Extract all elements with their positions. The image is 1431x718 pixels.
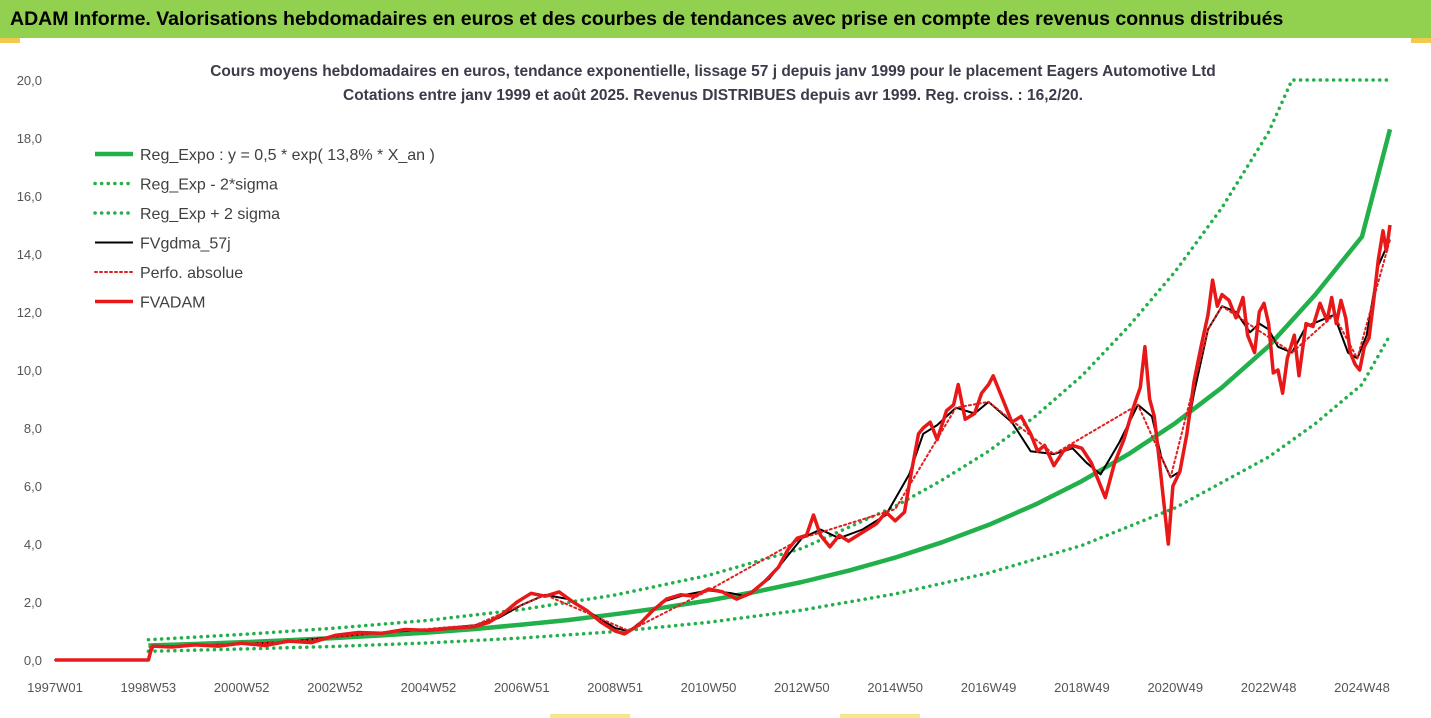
report-banner: ADAM Informe. Valorisations hebdomadaire… [0,0,1431,38]
y-tick-label: 2,0 [24,595,42,610]
legend-reg-exp-minus-label: Reg_Exp - 2*sigma [140,177,278,194]
x-tick-label: 2018W49 [1054,680,1110,695]
legend-reg-expo-label: Reg_Expo : y = 0,5 * exp( 13,8% * X_an ) [140,147,435,164]
y-tick-label: 18,0 [17,131,42,146]
series-reg-exp-minus-2sigma [146,333,1392,654]
y-axis: 0,0 2,0 4,0 6,0 8,0 10,0 12,0 14,0 16,0 18,0 20,0 [17,73,42,668]
chart-title: Cours moyens hebdomadaires en euros, ten… [210,63,1216,80]
chart-titles: Cours moyens hebdomadaires en euros, ten… [210,63,1216,104]
x-tick-label: 2008W51 [587,680,643,695]
x-tick-label: 1997W01 [27,680,83,695]
trend-chart: Cours moyens hebdomadaires en euros, ten… [17,63,1393,695]
legend: Reg_Expo : y = 0,5 * exp( 13,8% * X_an )… [93,147,435,312]
x-tick-label: 2002W52 [307,680,363,695]
banner-title: ADAM Informe. Valorisations hebdomadaire… [10,8,1284,30]
legend-fvadam-label: FVADAM [140,295,205,312]
x-tick-label: 2000W52 [214,680,270,695]
x-axis: 1997W01 1998W53 2000W52 2002W52 2004W52 2006W… [27,680,1390,695]
x-tick-label: 2010W50 [681,680,737,695]
series-fvadam [55,224,1392,662]
x-tick-label: 2014W50 [867,680,923,695]
x-tick-label: 1998W53 [121,680,177,695]
y-tick-label: 6,0 [24,479,42,494]
x-tick-label: 2016W49 [961,680,1017,695]
left-corner-mark [0,38,20,43]
series-fvgdma-57j [55,239,1391,661]
series-reg-exp-plus-2sigma [146,78,1392,642]
legend-reg-exp-plus-label: Reg_Exp + 2 sigma [140,206,280,223]
series-reg-expo [148,128,1393,648]
y-tick-label: 4,0 [24,537,42,552]
y-tick-label: 8,0 [24,421,42,436]
y-tick-label: 14,0 [17,247,42,262]
x-tick-label: 2006W51 [494,680,550,695]
legend-fvgdma-label: FVgdma_57j [140,236,231,253]
legend-perfo-label: Perfo. absolue [140,265,243,282]
y-tick-label: 12,0 [17,305,42,320]
x-tick-label: 2004W52 [401,680,457,695]
x-tick-label: 2020W49 [1147,680,1203,695]
right-corner-mark [1411,38,1431,43]
bottom-strip-right [840,714,920,718]
x-tick-label: 2012W50 [774,680,830,695]
chart-subtitle: Cotations entre janv 1999 et août 2025. … [343,87,1083,104]
series-lines [54,78,1393,662]
y-tick-label: 16,0 [17,189,42,204]
bottom-strip-left [550,714,630,718]
y-tick-label: 0,0 [24,653,42,668]
x-tick-label: 2024W48 [1334,680,1390,695]
y-tick-label: 20,0 [17,73,42,88]
x-tick-label: 2022W48 [1241,680,1297,695]
y-tick-label: 10,0 [17,363,42,378]
